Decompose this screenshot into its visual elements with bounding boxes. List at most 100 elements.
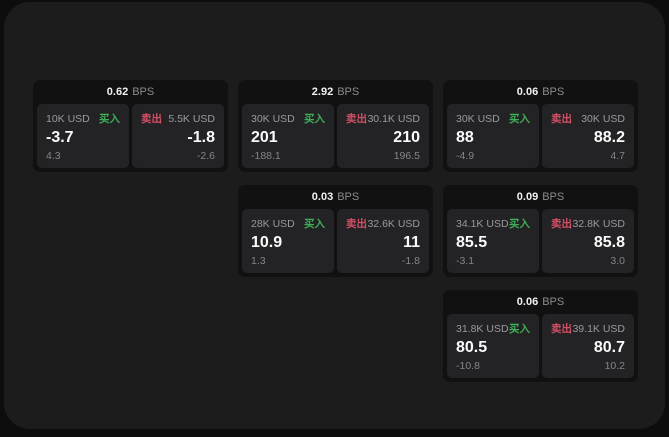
sell-panel[interactable]: 卖出 5.5K USD -1.8 -2.6: [132, 104, 224, 168]
spread-value: 0.06: [516, 296, 539, 308]
buy-side-label: 买入: [509, 323, 530, 335]
buy-price: 80.5: [456, 339, 488, 357]
buy-panel[interactable]: 30K USD 买入 201 -188.1: [242, 104, 334, 168]
sell-price: 11: [403, 234, 420, 252]
buy-top-row: 34.1K USD 买入: [456, 216, 530, 231]
sell-panel[interactable]: 卖出 32.8K USD 85.8 3.0: [542, 209, 634, 273]
buy-panel[interactable]: 28K USD 买入 10.9 1.3: [242, 209, 334, 273]
buy-side-label: 买入: [304, 113, 325, 125]
buy-panel[interactable]: 34.1K USD 买入 85.5 -3.1: [447, 209, 539, 273]
buy-top-row: 30K USD 买入: [456, 111, 530, 126]
spread-value: 0.09: [516, 191, 539, 203]
sell-side-label: 卖出: [346, 218, 367, 230]
card-body: 31.8K USD 买入 80.5 -10.8 卖出 39.1K USD 80.…: [443, 314, 638, 382]
buy-change: -4.9: [456, 150, 475, 162]
buy-top-row: 31.8K USD 买入: [456, 321, 530, 336]
sell-panel[interactable]: 卖出 30.1K USD 210 196.5: [337, 104, 429, 168]
sell-price: -1.8: [187, 129, 215, 147]
sell-side-label: 卖出: [551, 113, 572, 125]
spread-value: 0.62: [106, 86, 129, 98]
sell-change: 196.5: [393, 150, 420, 162]
card-body: 10K USD 买入 -3.7 4.3 卖出 5.5K USD -1.8 -2.…: [33, 104, 228, 172]
buy-side-label: 买入: [509, 218, 530, 230]
bps-label: BPS: [542, 191, 565, 203]
spread-value: 0.06: [516, 86, 539, 98]
buy-top-row: 10K USD 买入: [46, 111, 120, 126]
sell-amount: 32.8K USD: [572, 217, 625, 230]
sell-side-label: 卖出: [551, 218, 572, 230]
sell-change: -2.6: [196, 150, 215, 162]
sell-top-row: 卖出 32.6K USD: [346, 216, 420, 231]
quote-card: 0.09 BPS 34.1K USD 买入 85.5 -3.1 卖出 32.8K…: [443, 185, 638, 277]
spread-header: 2.92 BPS: [238, 80, 433, 104]
sell-change: 10.2: [604, 360, 625, 372]
buy-amount: 31.8K USD: [456, 322, 509, 335]
bps-label: BPS: [337, 191, 360, 203]
buy-amount: 30K USD: [251, 112, 295, 125]
sell-change: -1.8: [401, 255, 420, 267]
card-body: 34.1K USD 买入 85.5 -3.1 卖出 32.8K USD 85.8…: [443, 209, 638, 277]
sell-change: 4.7: [610, 150, 625, 162]
buy-amount: 34.1K USD: [456, 217, 509, 230]
bps-label: BPS: [542, 86, 565, 98]
sell-side-label: 卖出: [141, 113, 162, 125]
buy-change: -10.8: [456, 360, 480, 372]
buy-side-label: 买入: [99, 113, 120, 125]
sell-amount: 39.1K USD: [572, 322, 625, 335]
spread-value: 2.92: [311, 86, 334, 98]
sell-top-row: 卖出 30.1K USD: [346, 111, 420, 126]
sell-amount: 30.1K USD: [367, 112, 420, 125]
quote-grid: 0.62 BPS 10K USD 买入 -3.7 4.3 卖出 5.5K USD: [33, 80, 638, 382]
buy-side-label: 买入: [304, 218, 325, 230]
quote-card: 0.62 BPS 10K USD 买入 -3.7 4.3 卖出 5.5K USD: [33, 80, 228, 172]
buy-change: -3.1: [456, 255, 475, 267]
buy-amount: 28K USD: [251, 217, 295, 230]
buy-change: 1.3: [251, 255, 266, 267]
buy-panel[interactable]: 31.8K USD 买入 80.5 -10.8: [447, 314, 539, 378]
spread-header: 0.06 BPS: [443, 290, 638, 314]
sell-side-label: 卖出: [551, 323, 572, 335]
buy-change: -188.1: [251, 150, 281, 162]
sell-price: 210: [393, 129, 420, 147]
buy-top-row: 30K USD 买入: [251, 111, 325, 126]
sell-top-row: 卖出 39.1K USD: [551, 321, 625, 336]
sell-amount: 5.5K USD: [168, 112, 215, 125]
sell-top-row: 卖出 5.5K USD: [141, 111, 215, 126]
buy-amount: 30K USD: [456, 112, 500, 125]
sell-side-label: 卖出: [346, 113, 367, 125]
bps-label: BPS: [132, 86, 155, 98]
buy-amount: 10K USD: [46, 112, 90, 125]
buy-price: 88: [456, 129, 474, 147]
sell-top-row: 卖出 30K USD: [551, 111, 625, 126]
app-window: 0.62 BPS 10K USD 买入 -3.7 4.3 卖出 5.5K USD: [4, 2, 665, 429]
buy-price: 10.9: [251, 234, 283, 252]
buy-price: 201: [251, 129, 278, 147]
buy-top-row: 28K USD 买入: [251, 216, 325, 231]
sell-amount: 32.6K USD: [367, 217, 420, 230]
quote-card: 0.03 BPS 28K USD 买入 10.9 1.3 卖出 32.6K US…: [238, 185, 433, 277]
buy-side-label: 买入: [509, 113, 530, 125]
bps-label: BPS: [542, 296, 565, 308]
spread-header: 0.09 BPS: [443, 185, 638, 209]
quote-card: 0.06 BPS 31.8K USD 买入 80.5 -10.8 卖出 39.1…: [443, 290, 638, 382]
buy-panel[interactable]: 30K USD 买入 88 -4.9: [447, 104, 539, 168]
spread-header: 0.62 BPS: [33, 80, 228, 104]
spread-header: 0.06 BPS: [443, 80, 638, 104]
spread-value: 0.03: [311, 191, 334, 203]
sell-price: 80.7: [593, 339, 625, 357]
bps-label: BPS: [337, 86, 360, 98]
sell-panel[interactable]: 卖出 39.1K USD 80.7 10.2: [542, 314, 634, 378]
sell-price: 88.2: [593, 129, 625, 147]
spread-header: 0.03 BPS: [238, 185, 433, 209]
sell-panel[interactable]: 卖出 30K USD 88.2 4.7: [542, 104, 634, 168]
buy-price: -3.7: [46, 129, 74, 147]
buy-panel[interactable]: 10K USD 买入 -3.7 4.3: [37, 104, 129, 168]
sell-top-row: 卖出 32.8K USD: [551, 216, 625, 231]
sell-panel[interactable]: 卖出 32.6K USD 11 -1.8: [337, 209, 429, 273]
card-body: 28K USD 买入 10.9 1.3 卖出 32.6K USD 11 -1.8: [238, 209, 433, 277]
buy-change: 4.3: [46, 150, 61, 162]
sell-change: 3.0: [610, 255, 625, 267]
sell-price: 85.8: [593, 234, 625, 252]
quote-card: 0.06 BPS 30K USD 买入 88 -4.9 卖出 30K USD: [443, 80, 638, 172]
card-body: 30K USD 买入 88 -4.9 卖出 30K USD 88.2 4.7: [443, 104, 638, 172]
